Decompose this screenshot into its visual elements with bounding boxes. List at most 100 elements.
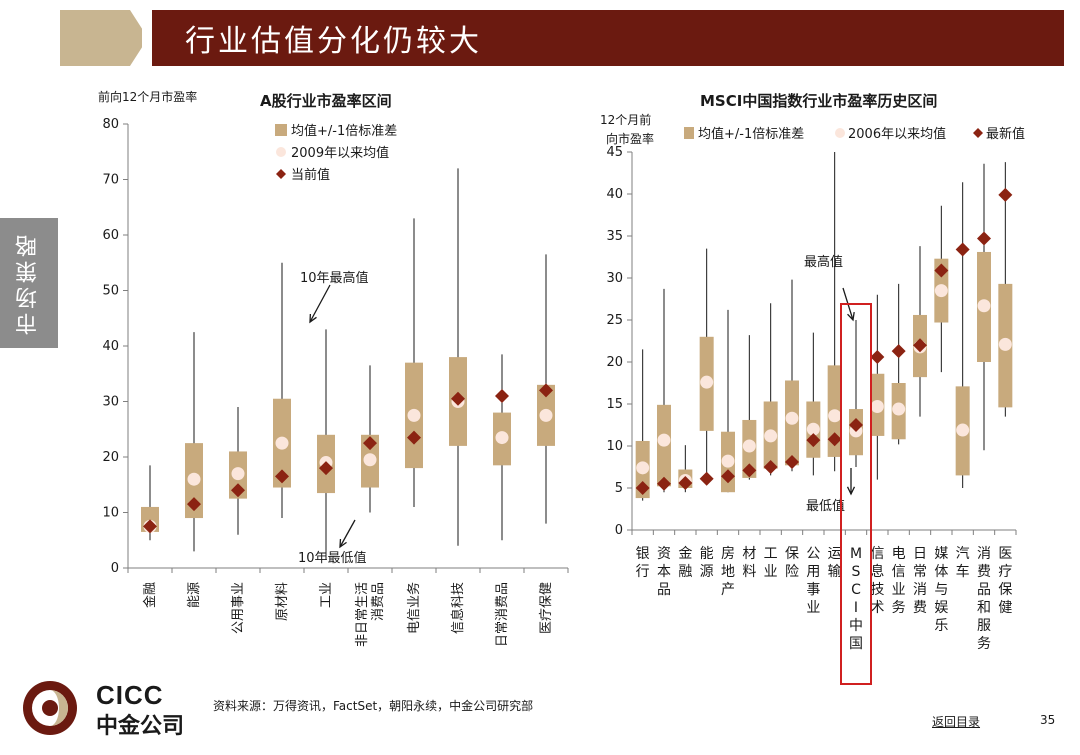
chart2-current-marker <box>977 231 991 246</box>
chart1-current-marker <box>187 497 201 512</box>
chart1-ytick-label: 50 <box>102 284 119 299</box>
chart2-category-label: 和 <box>977 600 991 616</box>
chart1-ytick-label: 40 <box>102 339 119 354</box>
chart2-mean-dot <box>934 284 948 298</box>
chart2-current-marker <box>742 463 757 478</box>
chart1-current-marker <box>407 430 421 445</box>
chart2-category-label: 金 <box>678 546 692 562</box>
chart2-current-marker <box>635 481 650 495</box>
chart2-category-label: 材 <box>742 546 756 562</box>
chart2-legend-mean: 2006年以来均值 <box>848 126 946 142</box>
chart2-mean-dot <box>636 461 650 475</box>
chart1-legend-mean-swatch <box>276 147 286 157</box>
chart2-category-label: 事 <box>806 582 820 598</box>
chart1-legend-band-swatch <box>275 124 287 136</box>
chart2-category-label: 消 <box>977 546 991 562</box>
title-banner-accent <box>60 10 142 66</box>
chart2-category-label: 疗 <box>998 564 1012 580</box>
chart2-category-label: 料 <box>742 564 756 580</box>
chart1-annotation-max: 10年最高值 <box>300 270 369 286</box>
chart2-current-marker <box>849 418 863 432</box>
chart1-mean-dot <box>495 431 509 445</box>
chart1-category-label: 医疗保健 <box>539 582 554 634</box>
chart1-category-label: 原材料 <box>275 582 290 621</box>
chart2-category-label: 中 <box>849 618 863 634</box>
chart1-mean-dot <box>275 436 289 450</box>
chart2-current-marker <box>891 344 906 359</box>
chart2-ytick-label: 30 <box>606 271 623 286</box>
chart2-category-label: 输 <box>828 564 842 580</box>
chart2-ytick-label: 25 <box>606 313 623 328</box>
chart1-category-label: 日常消费品 <box>495 582 510 647</box>
chart2-category-label: 消 <box>913 582 927 598</box>
chart2-mean-dot <box>870 400 884 414</box>
chart2-legend-band-swatch <box>684 127 694 139</box>
chart2-ytick-label: 35 <box>606 229 623 244</box>
logo-text-cn: 中金公司 <box>96 714 185 739</box>
chart2-category-label: 国 <box>849 636 863 652</box>
chart1-title: A股行业市盈率区间 <box>260 92 392 110</box>
chart2-category-label: 常 <box>913 564 927 580</box>
chart2-arrowhead-max <box>847 311 855 322</box>
chart1-arrow-max <box>309 284 331 323</box>
chart2-category-label: 务 <box>977 636 991 652</box>
chart2-category-label: 本 <box>657 564 671 580</box>
chart1-ytick-label: 10 <box>102 506 119 521</box>
chart2-category-label: 服 <box>977 618 991 634</box>
chart2-ytick-label: 45 <box>606 145 623 160</box>
chart1-category-label: 信息科技 <box>450 582 466 634</box>
back-to-contents-link[interactable]: 返回目录 <box>932 715 981 729</box>
chart1-current-marker <box>363 436 377 451</box>
chart2-ytick-label: 20 <box>606 355 623 370</box>
chart1-ytick-label: 0 <box>111 561 119 576</box>
chart2-ylabel-line1: 12个月前 <box>600 112 651 127</box>
title-banner <box>152 10 1064 66</box>
chart2-annotation-min: 最低值 <box>806 498 845 514</box>
chart1-ytick-label: 60 <box>102 228 119 243</box>
chart2-current-marker <box>763 460 778 474</box>
section-tab[interactable]: 市场策略 <box>0 218 58 348</box>
chart2-category-label: 费 <box>913 600 927 616</box>
chart2-legend-current: 最新值 <box>986 126 1025 142</box>
chart2-mean-dot <box>977 299 991 313</box>
chart2-annotation-max: 最高值 <box>804 254 843 270</box>
chart2-category-label: 医 <box>998 546 1012 562</box>
chart2-ylabel-line2: 向市盈率 <box>606 131 654 146</box>
chart1-legend-current: 当前值 <box>291 167 330 183</box>
chart1-mean-dot <box>363 453 377 467</box>
chart1-mean-dot <box>187 472 201 486</box>
charts-canvas: A股行业市盈率区间前向12个月市盈率01020304050607080金融 能源公… <box>98 89 1025 685</box>
chart1-current-marker <box>231 483 245 498</box>
chart2-mean-dot <box>764 429 778 443</box>
chart2-category-label: 健 <box>998 600 1012 616</box>
chart2-category-label: 融 <box>678 564 692 580</box>
chart2-category-label: 地 <box>721 564 735 580</box>
chart2-category-label: 日 <box>913 546 927 562</box>
chart2-category-label: 产 <box>721 582 735 598</box>
chart2-category-label: 车 <box>956 563 970 580</box>
chart2-mean-dot <box>785 411 799 425</box>
chart2-category-label: 运 <box>828 546 842 562</box>
chart2-category-label: 源 <box>700 564 714 580</box>
chart1-arrowhead-max <box>309 313 317 324</box>
chart2-category-label: 品 <box>657 582 671 598</box>
chart2-current-marker <box>955 242 970 257</box>
chart1-mean-dot <box>231 467 245 481</box>
chart2-category-label: 信 <box>870 546 884 562</box>
chart2-mean-dot <box>721 454 735 468</box>
chart2-category-label: 与 <box>934 582 948 598</box>
chart2-mean-dot <box>700 375 714 389</box>
chart1-ytick-label: 70 <box>102 173 119 188</box>
chart2-category-label: 工 <box>764 546 778 562</box>
chart1-ylabel: 前向12个月市盈率 <box>98 89 197 104</box>
chart1-legend-current-swatch <box>276 169 286 179</box>
chart2-category-label: 业 <box>806 600 820 616</box>
chart2-category-label: 银 <box>636 546 650 562</box>
chart2-category-label: 用 <box>806 564 820 580</box>
chart2-mean-dot <box>956 423 970 437</box>
chart2-current-marker <box>870 349 885 364</box>
chart2-category-label: 行 <box>636 564 650 580</box>
chart2-arrowhead-min <box>846 486 856 496</box>
chart2-ytick-label: 10 <box>606 439 623 454</box>
chart2-current-marker <box>657 476 671 491</box>
